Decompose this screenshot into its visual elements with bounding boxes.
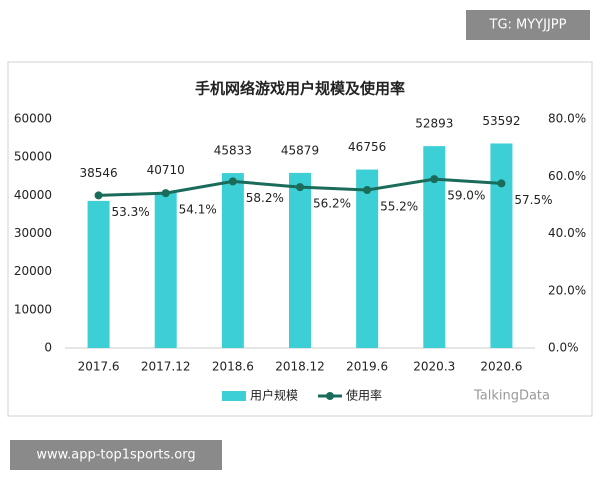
bar-value-label: 38546: [79, 166, 117, 180]
bar: [221, 173, 244, 348]
x-tick-label: 2017.6: [78, 360, 120, 374]
x-tick-label: 2018.12: [275, 360, 325, 374]
bar: [154, 192, 177, 348]
line-value-label: 56.2%: [313, 197, 351, 211]
y-tick-label: 60000: [14, 112, 52, 126]
line-point: [228, 177, 237, 186]
x-tick-label: 2020.3: [413, 360, 455, 374]
bar: [289, 172, 311, 348]
line-point: [363, 185, 372, 194]
x-tick-label: 2017.12: [141, 360, 191, 374]
y2-tick-label: 60.0%: [548, 169, 586, 183]
y-tick-label: 10000: [14, 302, 52, 316]
line-point: [94, 191, 103, 200]
y-tick-label: 20000: [14, 264, 52, 278]
bar: [423, 146, 446, 348]
line-point: [296, 183, 304, 192]
y2-tick-label: 80.0%: [548, 112, 586, 126]
bar: [356, 169, 379, 348]
x-tick-label: 2018.6: [212, 360, 254, 374]
bar-value-label: 52893: [415, 117, 453, 131]
legend-swatch: [222, 391, 246, 401]
bar: [87, 200, 110, 348]
tag-box: [466, 10, 590, 40]
y-tick-label: 0: [44, 341, 52, 355]
bar-value-label: 45879: [281, 143, 319, 157]
line-point: [430, 175, 439, 184]
y-tick-label: 50000: [14, 150, 52, 164]
top-tag: TG: MYYJJPP: [489, 18, 567, 33]
y2-tick-label: 20.0%: [548, 283, 586, 297]
line-point: [161, 189, 170, 198]
tag-box: [10, 440, 222, 470]
legend-swatch: [326, 392, 334, 400]
chart-title: 手机网络游戏用户规模及使用率: [195, 80, 405, 98]
line-value-label: 59.0%: [447, 189, 485, 203]
line-value-label: 57.5%: [514, 193, 552, 207]
legend-label: 用户规模: [250, 388, 298, 403]
legend-label: 使用率: [346, 388, 382, 403]
bar-value-label: 40710: [147, 163, 185, 177]
line-value-label: 55.2%: [380, 199, 418, 213]
bar-value-label: 53592: [482, 114, 520, 128]
bar-value-label: 45833: [214, 144, 252, 158]
y-tick-label: 30000: [14, 226, 52, 240]
source-watermark: TalkingData: [473, 389, 550, 404]
line-point: [497, 179, 506, 188]
x-tick-label: 2020.6: [480, 360, 522, 374]
bottom-tag: www.app-top1sports.org: [36, 448, 195, 463]
y-tick-label: 40000: [14, 188, 52, 202]
bar: [490, 143, 513, 348]
line-value-label: 58.2%: [246, 191, 284, 205]
y2-tick-label: 40.0%: [548, 226, 586, 240]
line-value-label: 54.1%: [179, 203, 217, 217]
line-value-label: 53.3%: [112, 205, 150, 219]
x-tick-label: 2019.6: [346, 360, 388, 374]
y2-tick-label: 0.0%: [548, 341, 579, 355]
bar-value-label: 46756: [348, 140, 386, 154]
